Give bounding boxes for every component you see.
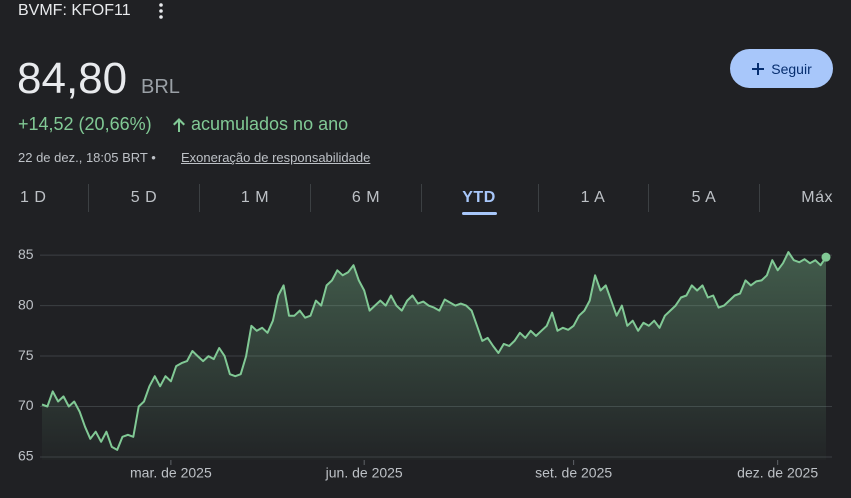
- tab-separator: [310, 184, 311, 212]
- follow-button[interactable]: Seguir: [730, 49, 833, 88]
- tab-separator: [88, 184, 89, 212]
- y-tick-label: 65: [18, 448, 34, 464]
- tab-separator: [759, 184, 760, 212]
- timestamp: 22 de dez., 18:05 BRT •: [18, 150, 156, 165]
- y-tick-label: 70: [18, 397, 34, 413]
- range-tab[interactable]: 5 A: [691, 189, 717, 206]
- x-tick-label: jun. de 2025: [325, 465, 403, 481]
- x-tick-label: mar. de 2025: [130, 465, 212, 481]
- range-tab[interactable]: 1 M: [240, 189, 270, 206]
- tab-separator: [538, 184, 539, 212]
- last-point: [821, 252, 831, 262]
- range-tab[interactable]: 1 A: [580, 189, 606, 206]
- price: 84,80: [17, 54, 128, 103]
- y-tick-label: 75: [18, 347, 34, 363]
- x-tick-label: set. de 2025: [535, 465, 612, 481]
- area-fill: [42, 252, 826, 460]
- price-line: [41, 251, 827, 451]
- up-arrow: [173, 118, 185, 132]
- currency: BRL: [141, 76, 180, 98]
- range-tab[interactable]: 5 D: [130, 189, 158, 206]
- range-tab[interactable]: Máx: [801, 189, 833, 206]
- follow-label: Seguir: [771, 60, 812, 77]
- range-tab[interactable]: 6 M: [351, 189, 381, 206]
- change: +14,52 (20,66%): [18, 114, 152, 134]
- tab-separator: [199, 184, 200, 212]
- ticker: BVMF: KFOF11: [18, 2, 131, 19]
- tab-separator: [421, 184, 422, 212]
- more-menu[interactable]: [154, 2, 168, 20]
- selected-tab-indicator: [461, 212, 497, 215]
- change-period: acumulados no ano: [191, 114, 349, 134]
- x-tick-label: dez. de 2025: [737, 465, 818, 481]
- disclaimer-link[interactable]: Exoneração de responsabilidade: [181, 150, 371, 165]
- tab-separator: [648, 184, 649, 212]
- y-tick-label: 80: [18, 296, 34, 312]
- y-tick-label: 85: [18, 246, 34, 262]
- range-tab[interactable]: YTD: [462, 189, 496, 206]
- range-tab[interactable]: 1 D: [20, 189, 47, 206]
- plus-icon: [752, 62, 765, 75]
